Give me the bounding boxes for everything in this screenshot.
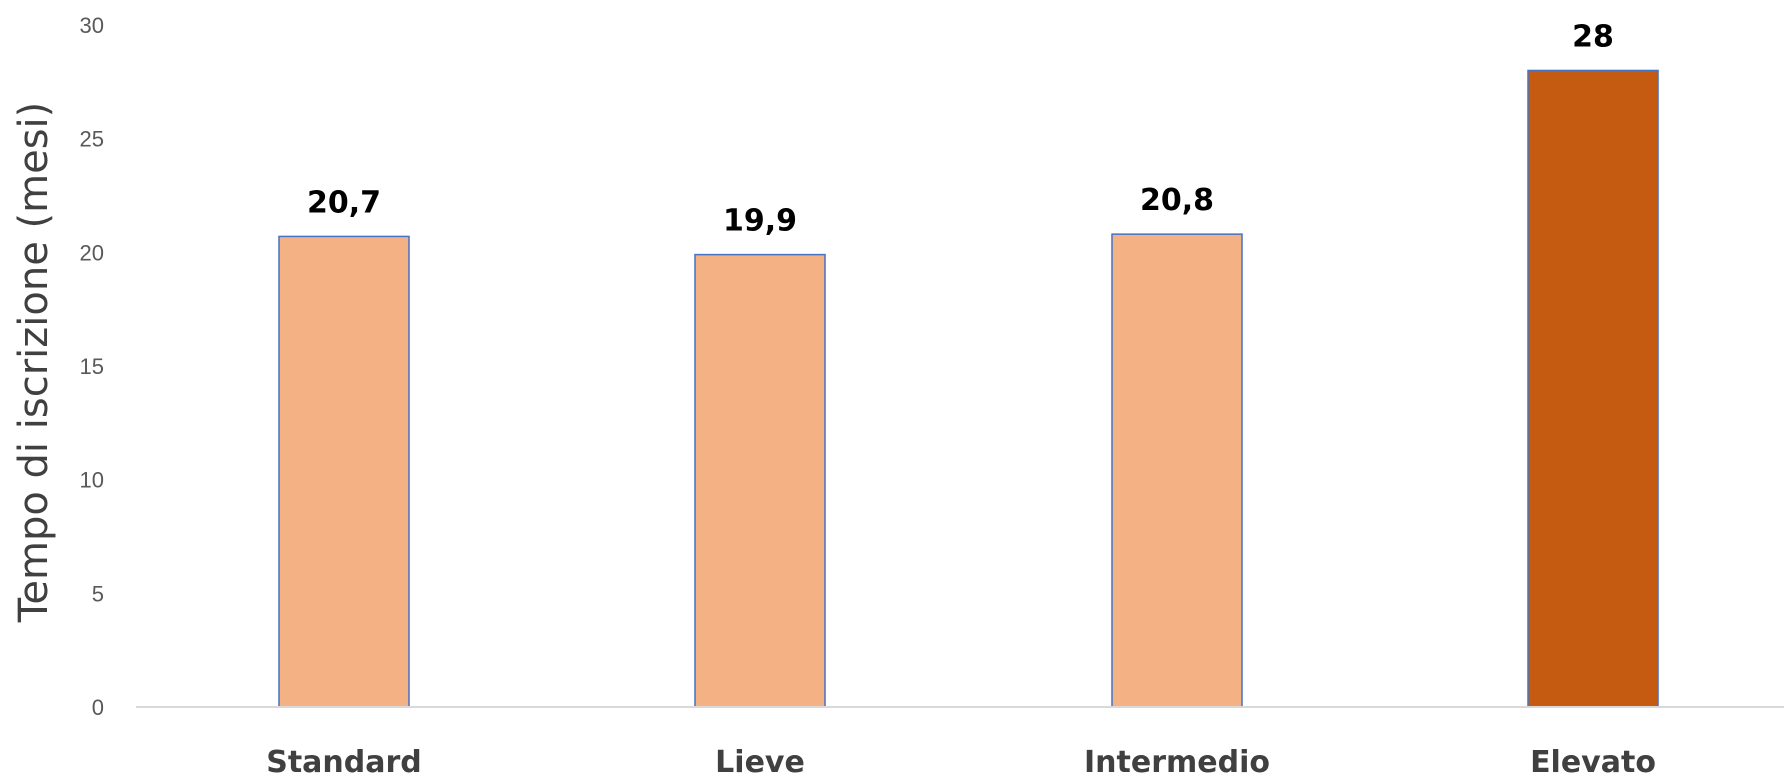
bar-elevato — [1527, 69, 1659, 708]
bar-lieve — [694, 253, 826, 708]
y-tick-label: 5 — [92, 581, 104, 606]
x-category-label: Elevato — [1530, 745, 1656, 778]
x-category-label: Standard — [266, 745, 422, 778]
y-tick-label: 25 — [80, 127, 104, 152]
bar-intermedio — [1111, 233, 1243, 708]
bar-standard — [278, 235, 410, 708]
bars — [278, 69, 1659, 708]
y-tick-label: 15 — [80, 354, 104, 379]
y-tick-label: 20 — [80, 240, 104, 265]
data-label: 19,9 — [723, 204, 797, 239]
y-axis-title-group: Tempo di iscrizione (mesi) — [11, 102, 57, 624]
y-tick-labels: 0 5 10 15 20 25 30 — [80, 13, 104, 720]
data-labels: 20,7 19,9 20,8 28 — [307, 19, 1614, 238]
y-tick-label: 30 — [80, 13, 104, 38]
x-category-label: Lieve — [715, 745, 805, 778]
data-label: 20,8 — [1140, 183, 1214, 218]
y-axis-title: Tempo di iscrizione (mesi) — [11, 102, 57, 624]
data-label: 20,7 — [307, 185, 381, 220]
x-category-label: Intermedio — [1084, 745, 1270, 778]
data-label: 28 — [1572, 19, 1614, 54]
y-tick-label: 10 — [80, 468, 104, 493]
x-category-labels: Standard Lieve Intermedio Elevato — [266, 745, 1656, 778]
y-tick-label: 0 — [92, 695, 104, 720]
